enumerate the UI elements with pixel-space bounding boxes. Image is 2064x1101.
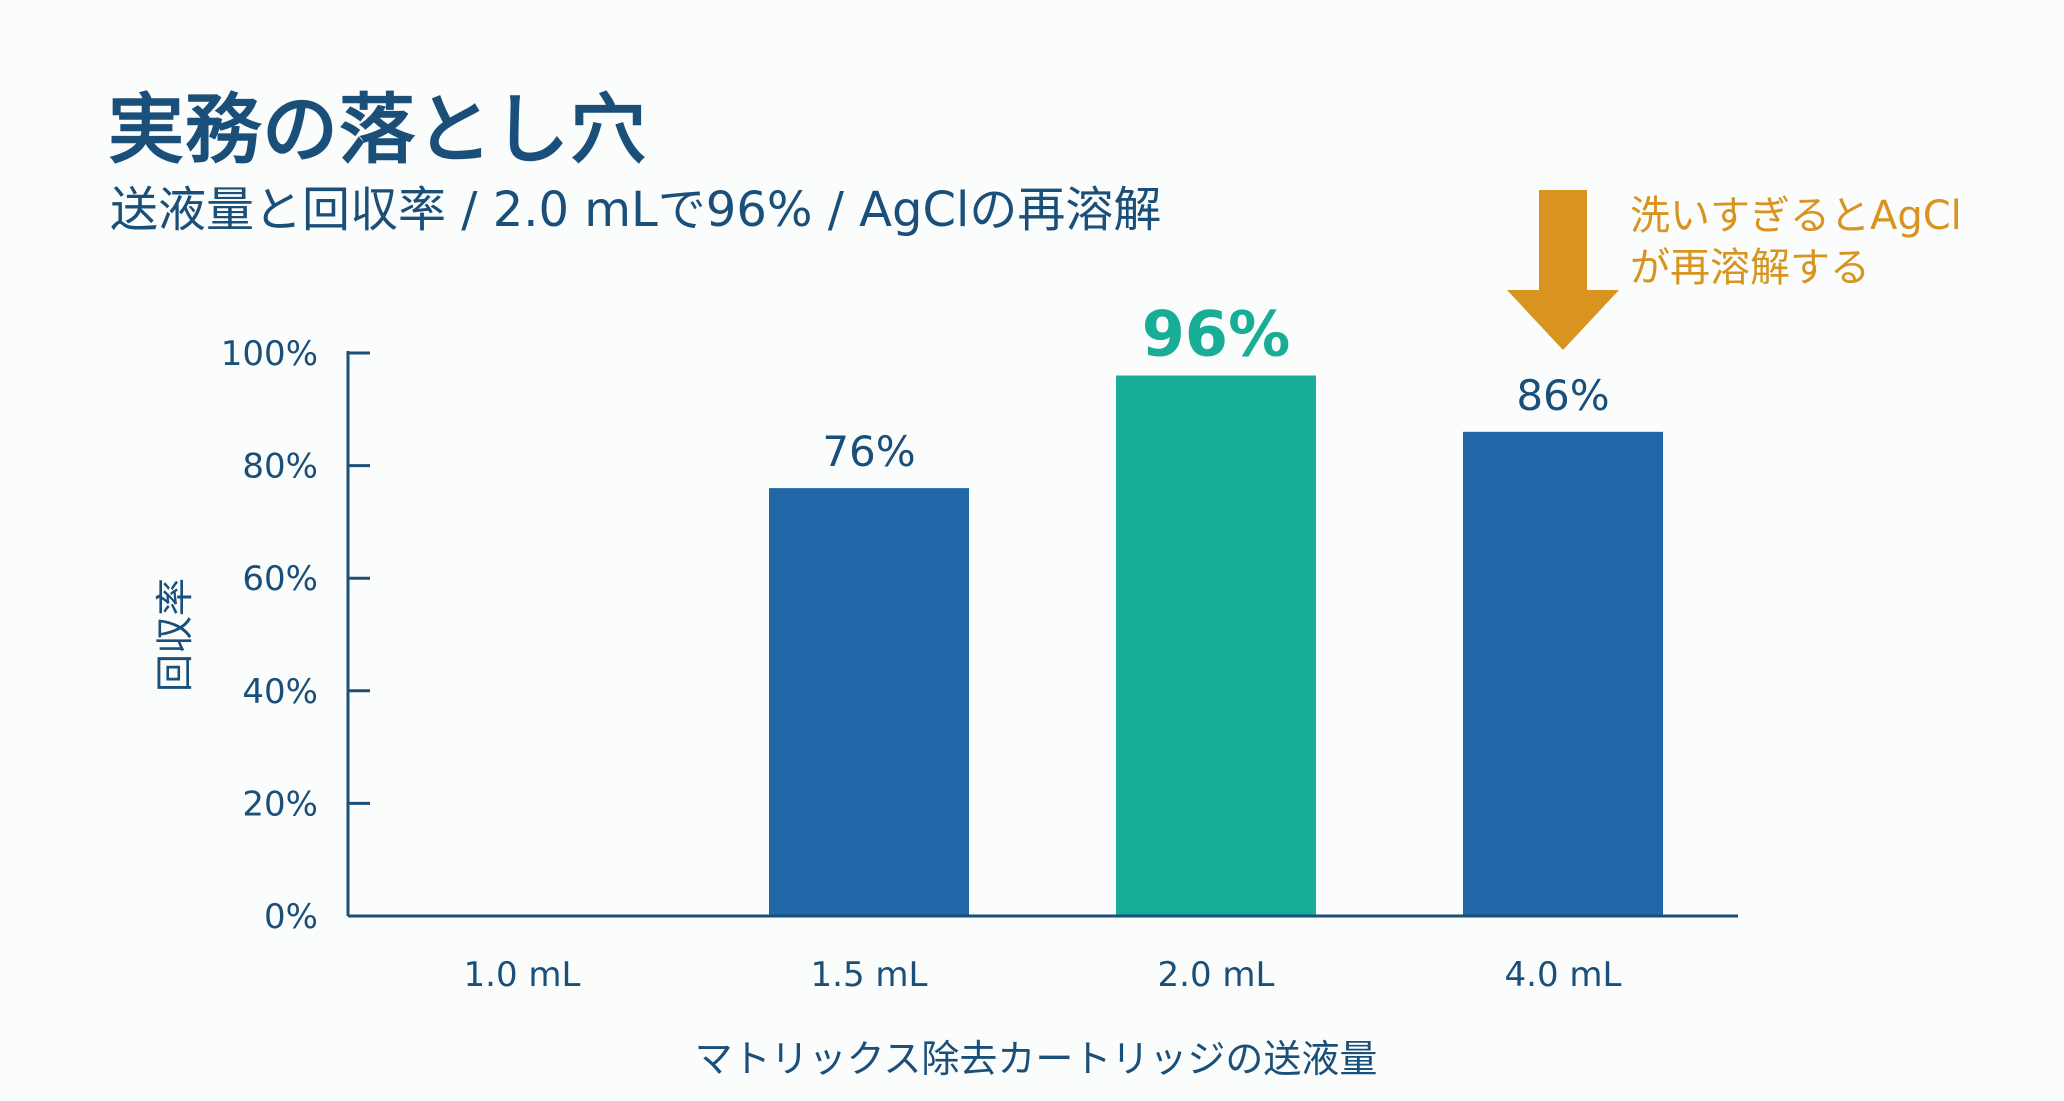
- callout-text: 洗いすぎるとAgCl が再溶解する: [1630, 190, 1962, 294]
- page-subtitle: 送液量と回収率 / 2.0 mLで96% / AgClの再溶解: [110, 182, 1162, 238]
- bars: [769, 375, 1663, 916]
- x-tick-label: 2.0 mL: [1158, 955, 1275, 995]
- y-tick-label: 60%: [242, 559, 318, 599]
- y-tick-label: 0%: [264, 897, 318, 937]
- callout-line-1: 洗いすぎるとAgCl: [1630, 193, 1962, 239]
- y-tick-label: 100%: [221, 334, 318, 374]
- y-tick-label: 40%: [242, 672, 318, 712]
- value-label: 96%: [1142, 298, 1290, 371]
- callout-line-2: が再溶解する: [1630, 245, 1870, 291]
- down-arrow-icon: [1507, 190, 1619, 350]
- x-axis-title: マトリックス除去カートリッジの送液量: [695, 1037, 1378, 1081]
- x-axis-ticks: 1.0 mL 1.5 mL 2.0 mL 4.0 mL: [464, 955, 1622, 995]
- x-tick-label: 4.0 mL: [1505, 955, 1622, 995]
- page-title: 実務の落とし穴: [108, 85, 647, 174]
- value-labels: 76% 96% 86%: [822, 298, 1609, 477]
- y-axis-title: 回収率: [153, 578, 197, 692]
- x-tick-label: 1.0 mL: [464, 955, 581, 995]
- value-label: 76%: [822, 427, 915, 476]
- bar-2-0mL: [1116, 375, 1316, 916]
- value-label: 86%: [1516, 371, 1609, 420]
- y-tick-label: 80%: [242, 447, 318, 487]
- x-tick-label: 1.5 mL: [811, 955, 928, 995]
- bar-1-5mL: [769, 488, 969, 916]
- bar-4-0mL: [1463, 431, 1663, 916]
- y-tick-label: 20%: [242, 784, 318, 824]
